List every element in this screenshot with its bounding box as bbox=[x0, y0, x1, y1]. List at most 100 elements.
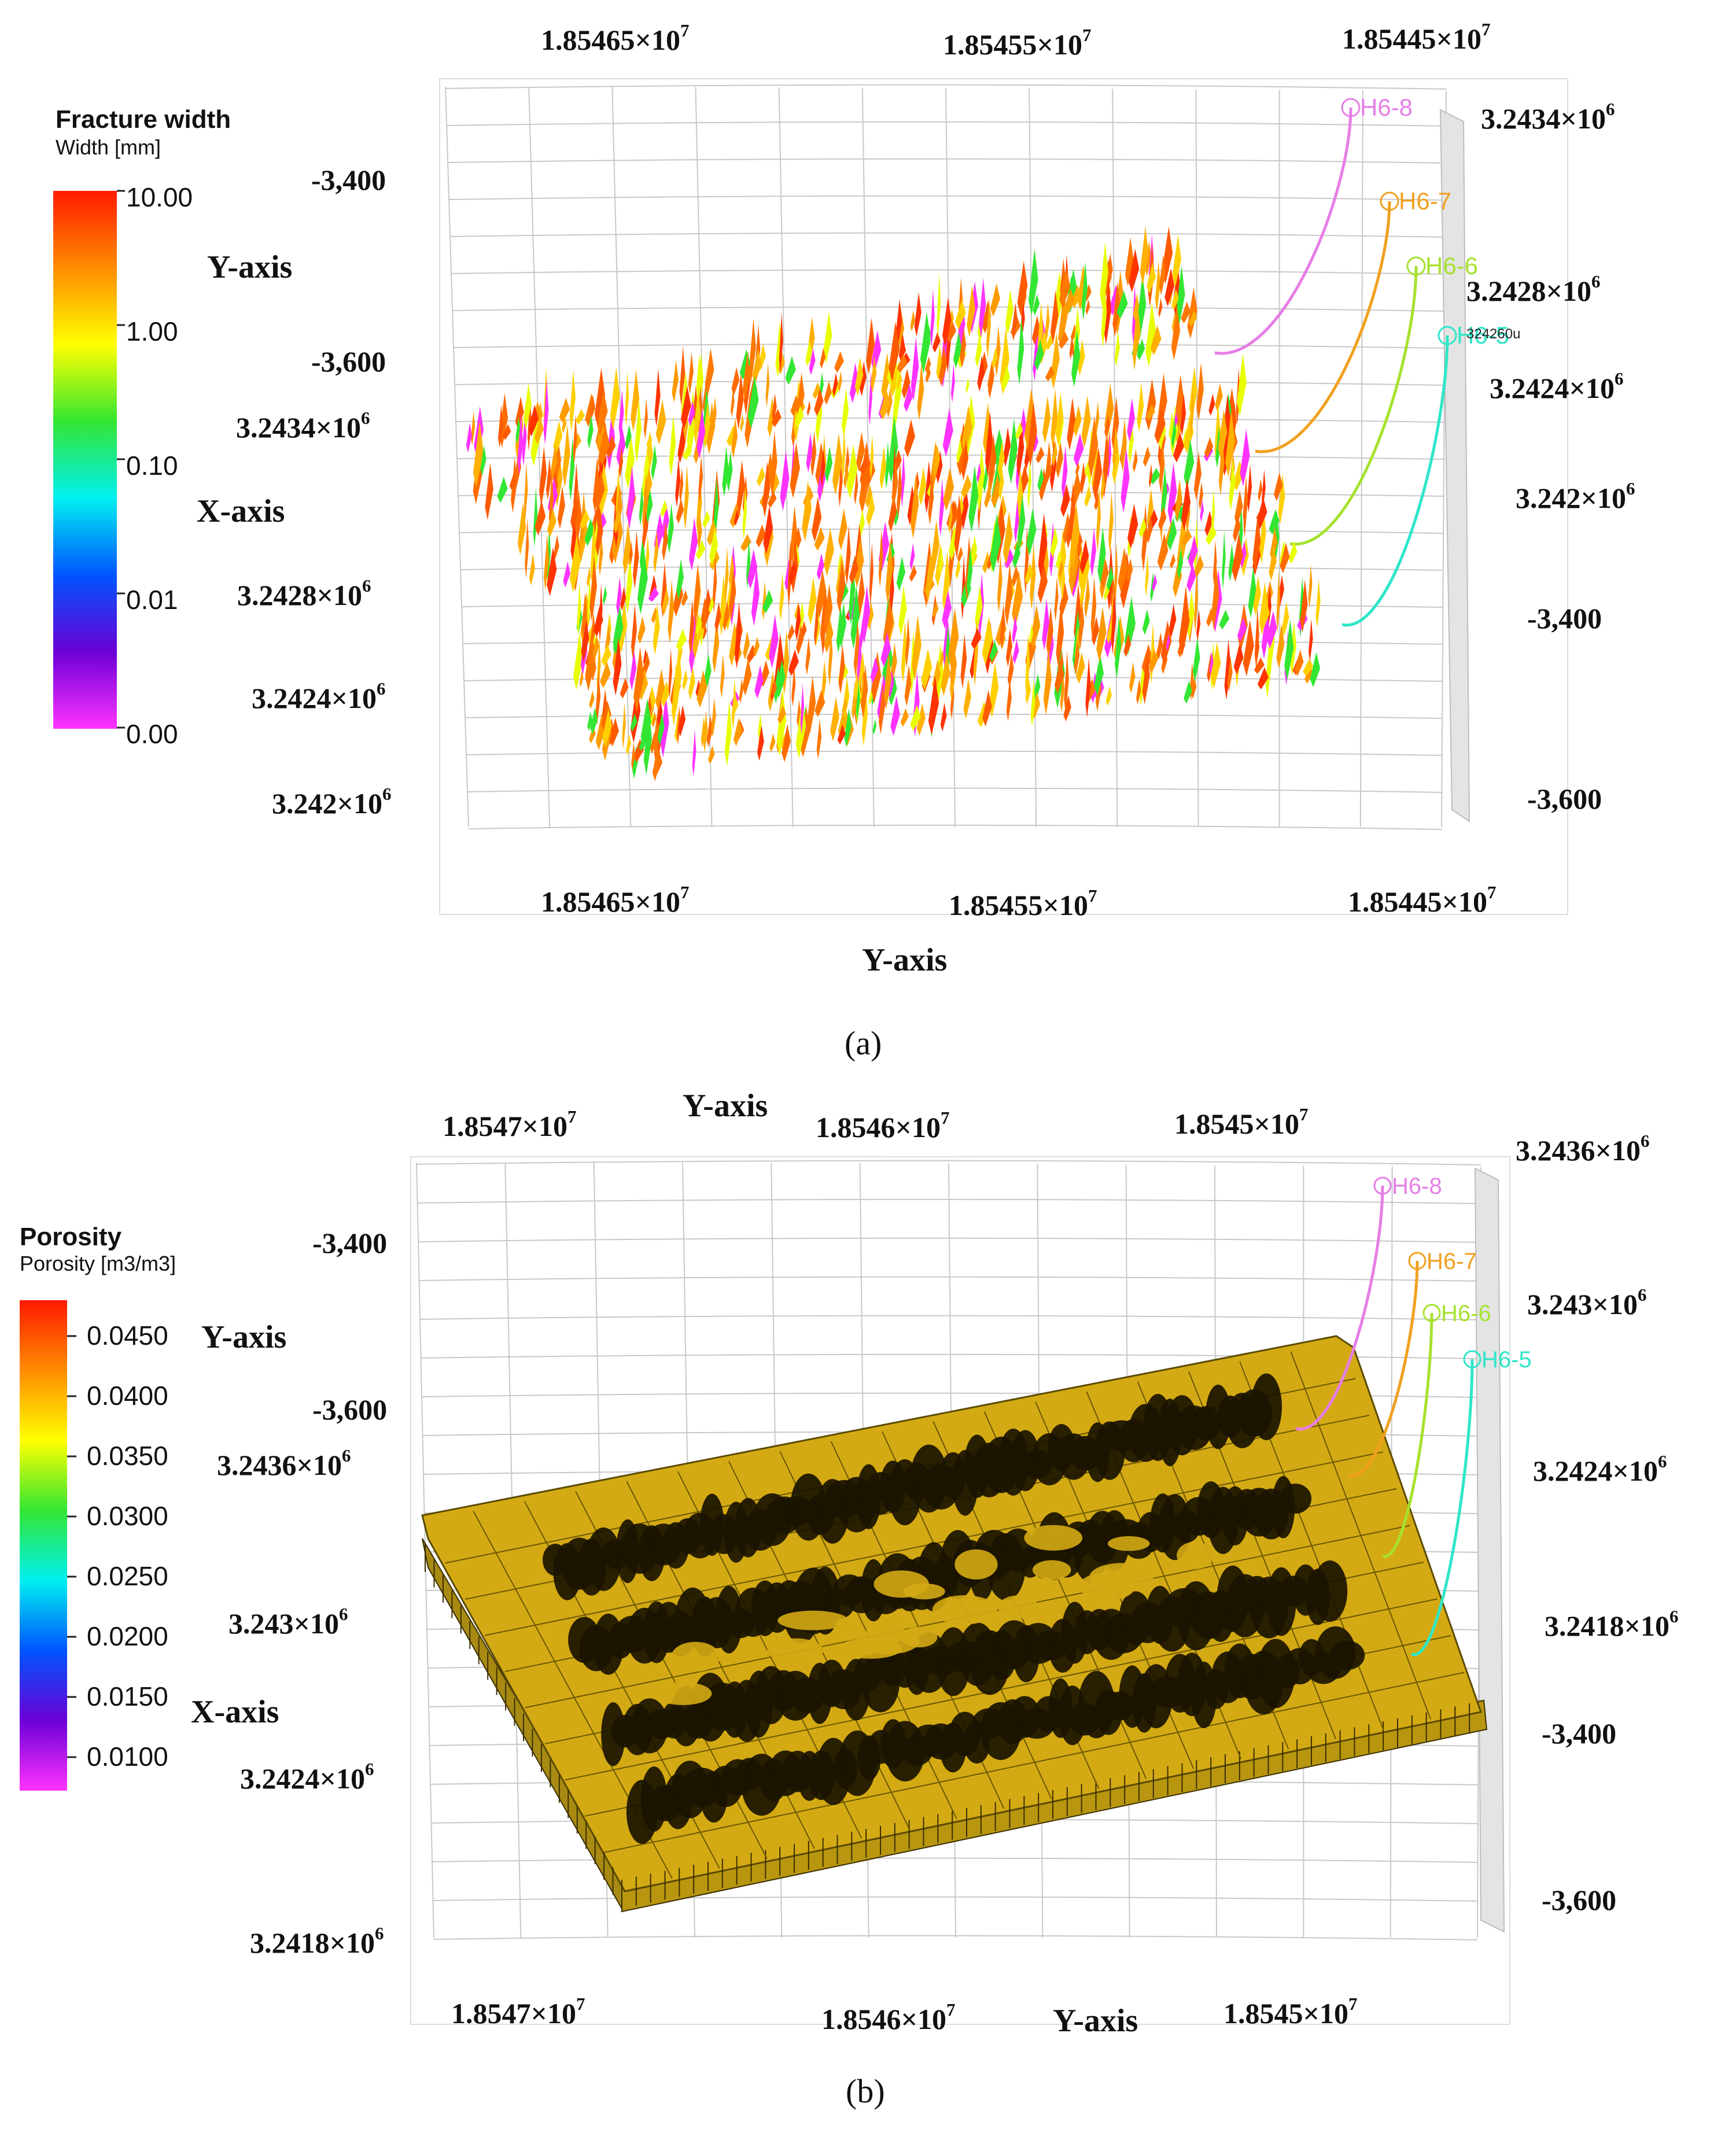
fracture-a-1-278 bbox=[891, 460, 898, 509]
fracture-a-0-188 bbox=[955, 299, 966, 329]
axis-b-right-depth-0: -3,400 bbox=[1542, 1717, 1617, 1750]
fracture-a-3-217 bbox=[657, 711, 665, 746]
fracture-a-3-192 bbox=[1029, 624, 1033, 644]
fracture-a-0-273 bbox=[1058, 331, 1069, 349]
fracture-a-0-172 bbox=[979, 277, 986, 338]
fracture-a-0-95 bbox=[785, 356, 796, 385]
fracture-a-2-112 bbox=[643, 648, 647, 666]
fracture-a-1-108 bbox=[1088, 416, 1099, 478]
fracture-a-1-265 bbox=[1132, 449, 1138, 473]
fracture-a-2-196 bbox=[591, 656, 596, 681]
axis-a-right-x-1: 3.2428×106 bbox=[1466, 271, 1601, 307]
fracture-a-3-230 bbox=[1294, 650, 1304, 677]
axis-b-left-x-2: 3.2424×106 bbox=[240, 1758, 374, 1795]
fracture-a-1-298 bbox=[569, 534, 581, 593]
refined-mesh-b-0-59 bbox=[1251, 1373, 1282, 1441]
fracture-a-2-236 bbox=[688, 599, 694, 655]
fracture-a-1-52 bbox=[563, 561, 571, 588]
fracture-a-1-174 bbox=[838, 459, 843, 507]
fracture-a-3-297 bbox=[1149, 649, 1158, 673]
fracture-a-3-108 bbox=[703, 710, 708, 753]
fracture-a-1-214 bbox=[1104, 414, 1111, 438]
fracture-a-1-203 bbox=[543, 534, 550, 591]
fracture-a-3-162 bbox=[939, 650, 944, 668]
legend-b-tick-6: 0.0150 bbox=[87, 1681, 168, 1711]
fracture-a-0-250 bbox=[596, 390, 608, 436]
fracture-a-1-262 bbox=[1171, 418, 1177, 449]
fracture-a-2-219 bbox=[966, 547, 973, 598]
fracture-a-2-248 bbox=[939, 546, 943, 575]
fracture-a-3-289 bbox=[814, 690, 825, 717]
fracture-a-3-224 bbox=[758, 714, 762, 739]
fracture-a-2-223 bbox=[1037, 563, 1048, 604]
fracture-a-2-63 bbox=[816, 553, 824, 581]
fracture-a-3-265 bbox=[630, 713, 637, 732]
fracture-a-0-87 bbox=[924, 356, 931, 374]
fracture-a-3-241 bbox=[1315, 578, 1321, 628]
fracture-a-3-146 bbox=[769, 733, 776, 752]
fracture-a-3-272 bbox=[1085, 658, 1091, 718]
fracture-a-2-135 bbox=[971, 536, 978, 566]
fracture-a-2-170 bbox=[1145, 554, 1149, 597]
axis-b-left-title-x: X-axis bbox=[191, 1694, 279, 1730]
fracture-a-2-161 bbox=[1252, 514, 1261, 573]
fracture-a-0-268 bbox=[946, 321, 956, 343]
fracture-a-0-60 bbox=[896, 371, 902, 390]
fracture-a-2-220 bbox=[695, 614, 702, 636]
well-a-marker-H6-7 bbox=[1380, 191, 1399, 211]
fracture-a-2-246 bbox=[1186, 563, 1196, 592]
fracture-a-3-137 bbox=[1253, 576, 1261, 616]
legend-a-tick-1: 1.00 bbox=[126, 316, 178, 346]
fracture-a-3-296 bbox=[851, 693, 857, 718]
fracture-a-3-180 bbox=[1007, 652, 1014, 688]
fracture-a-2-202 bbox=[1206, 523, 1217, 545]
fracture-a-1-19 bbox=[1169, 411, 1174, 441]
fracture-a-0-189 bbox=[528, 404, 539, 437]
fracture-a-1-138 bbox=[547, 547, 557, 596]
axis-b-left-x-3: 3.2418×106 bbox=[250, 1923, 384, 1959]
fracture-a-3-184 bbox=[1136, 678, 1141, 704]
fracture-a-3-282 bbox=[989, 640, 998, 662]
fracture-a-3-53 bbox=[1224, 639, 1231, 700]
fracture-a-0-180 bbox=[681, 385, 691, 429]
fracture-a-1-213 bbox=[1052, 440, 1057, 467]
fracture-a-3-38 bbox=[1248, 567, 1256, 618]
fracture-a-3-248 bbox=[870, 656, 879, 683]
fracture-a-1-30 bbox=[1127, 397, 1135, 442]
fracture-a-2-55 bbox=[1259, 507, 1266, 564]
panel-a-fracture-width: H6-8 H6-7 H6-6 H6-5 324260u Fracture width W… bbox=[53, 20, 1635, 1062]
fracture-a-3-170 bbox=[830, 696, 839, 741]
fracture-a-3-35 bbox=[816, 718, 822, 759]
fracture-a-1-228 bbox=[865, 484, 873, 508]
fracture-a-3-174 bbox=[1030, 604, 1041, 650]
fracture-a-2-116 bbox=[955, 558, 961, 580]
fracture-a-3-139 bbox=[742, 657, 752, 696]
fracture-a-2-177 bbox=[596, 636, 601, 699]
fracture-a-0-41 bbox=[610, 367, 620, 430]
fracture-a-3-82 bbox=[1243, 619, 1254, 677]
fracture-a-1-145 bbox=[645, 489, 653, 523]
block-b-pocket-0 bbox=[1024, 1525, 1083, 1551]
axis-a-left-x-1: 3.2428×106 bbox=[237, 575, 371, 611]
fracture-a-0-255 bbox=[587, 414, 594, 449]
fracture-a-3-237 bbox=[960, 633, 967, 689]
fracture-a-1-223 bbox=[653, 530, 659, 574]
fracture-a-3-132 bbox=[879, 682, 885, 735]
fracture-a-3-51 bbox=[1138, 662, 1145, 706]
fracture-a-1-247 bbox=[660, 500, 668, 518]
fracture-a-3-291 bbox=[653, 746, 661, 781]
fracture-a-1-195 bbox=[988, 433, 997, 488]
fracture-a-1-237 bbox=[997, 440, 1005, 479]
fracture-a-2-221 bbox=[769, 614, 779, 669]
fracture-a-2-69 bbox=[746, 538, 751, 589]
fracture-a-0-251 bbox=[1155, 261, 1161, 312]
fracture-a-1-240 bbox=[961, 474, 972, 499]
fracture-a-0-267 bbox=[696, 409, 706, 459]
fracture-a-2-259 bbox=[1030, 544, 1036, 610]
axis-b-right-x-3: 3.2418×106 bbox=[1545, 1606, 1679, 1642]
fracture-a-1-32 bbox=[1079, 462, 1086, 495]
fracture-a-1-153 bbox=[1008, 419, 1018, 485]
fracture-a-0-58 bbox=[740, 414, 744, 432]
fracture-a-0-227 bbox=[1187, 287, 1197, 339]
fracture-a-2-50 bbox=[1063, 512, 1071, 544]
